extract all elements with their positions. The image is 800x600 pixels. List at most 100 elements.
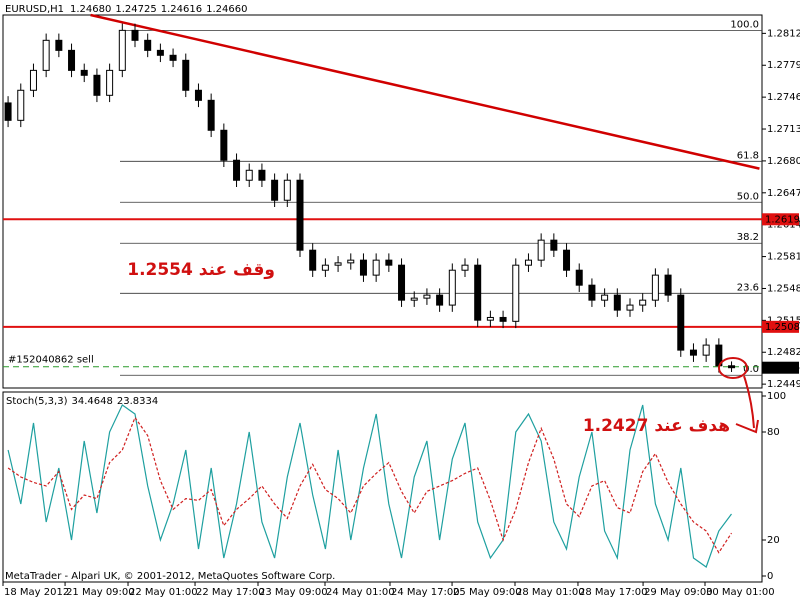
candle-body: [144, 39, 152, 51]
y-tick-label: 1.25480: [767, 283, 800, 294]
arrow-head: [735, 419, 759, 434]
candle-body: [461, 264, 469, 271]
target-annotation: هدف عند 1.2427: [583, 416, 730, 436]
price-panel: [2, 14, 763, 389]
y-tick-label: 1.25810: [767, 252, 800, 263]
y-tick-label: 1.28120: [767, 28, 800, 39]
candle-body: [499, 316, 507, 322]
candle-body: [651, 274, 659, 301]
candle-body: [207, 99, 215, 131]
candle-body: [68, 49, 76, 71]
fibo-label: 0.0: [743, 364, 759, 375]
candle-body: [334, 262, 342, 266]
low-label: 1.24616: [161, 4, 202, 15]
fibo-label: 100.0: [730, 19, 759, 30]
candle-body: [728, 365, 736, 369]
x-tick-label: 18 May 2012: [4, 587, 69, 598]
candle-body: [4, 102, 12, 121]
open-label: 1.24680: [70, 4, 111, 15]
candle-body: [385, 259, 393, 266]
fibo-label: 61.8: [737, 150, 759, 161]
y-tick-label: 1.27790: [767, 60, 800, 71]
candle-body: [702, 344, 710, 356]
candle-body: [80, 69, 88, 76]
candle-body: [296, 179, 304, 251]
footer: MetaTrader - Alpari UK, © 2001-2012, Met…: [5, 571, 335, 582]
order-label: #152040862 sell: [8, 355, 94, 366]
price-line-box: [762, 213, 799, 226]
price-line-label: 1.26196: [765, 214, 800, 225]
candle-body: [233, 159, 241, 181]
y-tick-label: 1.26470: [767, 188, 800, 199]
candle-body: [194, 89, 202, 101]
y-tick-label: 20: [767, 535, 780, 546]
stoch-line: [7, 416, 733, 554]
y-tick-label: 1.24490: [767, 379, 800, 390]
x-tick-label: 25 May 09:00: [453, 587, 522, 598]
candle-body: [486, 316, 494, 321]
candle-body: [524, 259, 532, 266]
candle-body: [182, 59, 190, 91]
y-tick-label: 1.27130: [767, 124, 800, 135]
candle-body: [474, 264, 482, 321]
y-tick-label: 0: [767, 571, 773, 582]
y-tick-label: 100: [767, 391, 786, 402]
candle-body: [436, 294, 444, 306]
stoch-title: Stoch(5,3,3): [6, 396, 68, 407]
candle-body: [550, 239, 558, 251]
candle-body: [689, 349, 697, 356]
candle-body: [93, 74, 101, 96]
candle-body: [410, 297, 418, 301]
highlight-circle: [718, 357, 748, 379]
candle-body: [563, 249, 571, 271]
candle-body: [17, 89, 25, 121]
y-tick-label: 1.24820: [767, 347, 800, 358]
trendline: [90, 13, 760, 170]
symbol: EURUSD,H1: [5, 4, 64, 15]
candle-body: [664, 274, 672, 296]
candle-body: [131, 29, 139, 41]
candle-body: [512, 264, 520, 322]
x-tick-label: 23 May 09:00: [259, 587, 328, 598]
y-tick-label: 80: [767, 427, 780, 438]
candle-body: [359, 259, 367, 276]
candle-body: [309, 249, 317, 271]
price-line-box: [762, 320, 799, 333]
x-tick-label: 30 May 01:00: [706, 587, 775, 598]
candle-body: [29, 69, 37, 91]
candle-body: [423, 294, 431, 299]
fibo-label: 50.0: [737, 191, 759, 202]
x-tick-label: 22 May 17:00: [196, 587, 265, 598]
candle-body: [169, 54, 177, 61]
target-arrow: [743, 375, 755, 429]
price-line-label: 1.25083: [765, 322, 800, 333]
fibo-label: 38.2: [737, 232, 759, 243]
candle-body: [321, 264, 329, 271]
stop-annotation: وقف عند 1.2554: [127, 260, 275, 280]
candle-body: [601, 294, 609, 301]
y-tick-label: 1.27460: [767, 92, 800, 103]
candle-body: [258, 169, 266, 181]
candle-body: [588, 284, 596, 301]
candle-body: [283, 179, 291, 201]
stoch-line: [7, 404, 732, 568]
candle-body: [398, 264, 406, 301]
candle-body: [42, 39, 50, 71]
candle-body: [106, 69, 114, 96]
y-tick-label: 1.26800: [767, 156, 800, 167]
candle-body: [271, 179, 279, 201]
candle-body: [118, 29, 126, 71]
candle-body: [55, 39, 63, 51]
candle-body: [626, 304, 634, 311]
stoch-main-value: 34.4648: [71, 396, 112, 407]
candle-body: [537, 239, 545, 261]
candle-body: [245, 169, 253, 181]
high-label: 1.24725: [115, 4, 156, 15]
candle-body: [613, 294, 621, 311]
x-tick-label: 28 May 01:00: [516, 587, 585, 598]
stoch-panel: [2, 391, 763, 583]
candle-body: [639, 299, 647, 306]
candle-body: [677, 294, 685, 351]
current-price-box: [762, 361, 799, 374]
x-tick-label: 24 May 17:00: [391, 587, 460, 598]
